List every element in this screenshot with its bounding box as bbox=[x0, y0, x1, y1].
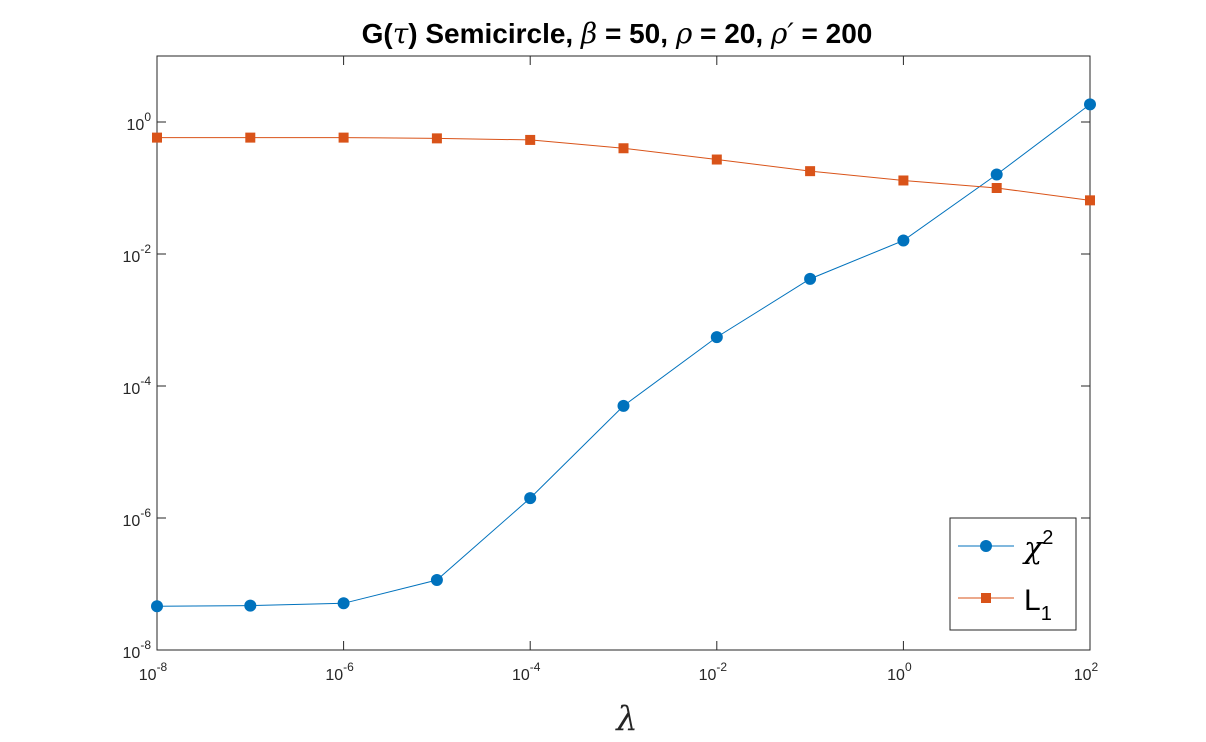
y-tick-exponent: -8 bbox=[140, 638, 151, 652]
data-point bbox=[618, 143, 629, 154]
y-tick-label: 10-6 bbox=[123, 506, 152, 530]
x-tick-exponent: -8 bbox=[157, 660, 168, 674]
data-point bbox=[337, 597, 350, 610]
title-mid: ) Semicircle, bbox=[408, 18, 581, 49]
y-tick-label: 10-2 bbox=[123, 242, 152, 266]
y-tick-label: 10-8 bbox=[123, 638, 152, 662]
x-tick-label: 100 bbox=[887, 660, 912, 684]
axis-ticks bbox=[156, 56, 1091, 651]
data-point bbox=[151, 600, 163, 613]
title-rho-prime: ρ′ bbox=[770, 17, 794, 50]
y-tick-base: 10 bbox=[123, 381, 141, 398]
data-point bbox=[710, 331, 723, 344]
legend-swatch-l1-marker bbox=[981, 593, 991, 603]
series-chi2 bbox=[151, 98, 1096, 613]
x-tick-exponent: -4 bbox=[530, 660, 541, 674]
x-tick-exponent: 2 bbox=[1092, 660, 1099, 674]
title-rho-value: = 20, bbox=[692, 18, 771, 49]
title-rho: ρ bbox=[675, 17, 693, 50]
data-point bbox=[244, 599, 257, 612]
x-tick-label: 10-4 bbox=[512, 660, 541, 684]
y-tick-base: 10 bbox=[127, 117, 145, 134]
y-tick-label: 10-4 bbox=[123, 374, 152, 398]
data-point bbox=[1084, 98, 1096, 111]
data-point bbox=[804, 272, 817, 285]
data-point bbox=[711, 154, 722, 165]
x-tick-label: 10-2 bbox=[699, 660, 728, 684]
legend-label-chi2: χ2 bbox=[1022, 527, 1053, 566]
x-tick-exponent: -6 bbox=[343, 660, 354, 674]
x-tick-base: 10 bbox=[1074, 667, 1092, 684]
data-point bbox=[1085, 195, 1095, 206]
x-tick-base: 10 bbox=[325, 667, 343, 684]
x-tick-base: 10 bbox=[887, 667, 905, 684]
x-tick-label: 102 bbox=[1074, 660, 1099, 684]
data-point bbox=[152, 132, 162, 143]
data-point bbox=[990, 168, 1003, 181]
data-point bbox=[525, 134, 536, 145]
title-beta-value: = 50, bbox=[597, 18, 676, 49]
y-tick-exponent: -2 bbox=[140, 242, 151, 256]
y-tick-exponent: -6 bbox=[140, 506, 151, 520]
legend-swatch-chi2-marker bbox=[980, 540, 992, 552]
x-axis-label: λ bbox=[614, 699, 638, 739]
chart-title: G(τ) Semicircle, β = 50, ρ = 20, ρ′ = 20… bbox=[362, 17, 873, 50]
data-point bbox=[897, 234, 910, 247]
plot-frame bbox=[156, 55, 1091, 651]
title-rho-prime-value: = 200 bbox=[794, 18, 873, 49]
y-tick-label: 100 bbox=[127, 110, 152, 134]
data-point bbox=[245, 132, 256, 143]
series-l1 bbox=[152, 132, 1095, 206]
x-tick-base: 10 bbox=[512, 667, 530, 684]
y-tick-base: 10 bbox=[123, 249, 141, 266]
legend: χ2 L1 bbox=[949, 517, 1077, 631]
x-tick-exponent: 0 bbox=[905, 660, 912, 674]
y-tick-base: 10 bbox=[123, 645, 141, 662]
legend-l-subscript: 1 bbox=[1041, 603, 1052, 625]
legend-chi-superscript: 2 bbox=[1042, 527, 1053, 549]
x-tick-label: 10-8 bbox=[139, 660, 168, 684]
legend-chi-symbol: χ bbox=[1022, 531, 1044, 566]
x-tick-base: 10 bbox=[139, 667, 157, 684]
x-tick-exponent: -2 bbox=[716, 660, 727, 674]
title-tau: τ bbox=[393, 17, 409, 50]
title-prefix: G( bbox=[362, 18, 394, 49]
data-point bbox=[898, 175, 909, 186]
title-beta: β bbox=[580, 17, 597, 50]
y-tick-base: 10 bbox=[123, 513, 141, 530]
data-point bbox=[524, 492, 537, 505]
legend-box bbox=[949, 517, 1077, 631]
data-point bbox=[617, 399, 630, 412]
data-point bbox=[431, 133, 442, 144]
axis-tick-labels: 10-8 10-6 10-4 10-2 100 10210-810-610-410-210… bbox=[123, 110, 1099, 684]
x-tick-label: 10-6 bbox=[325, 660, 354, 684]
data-point bbox=[991, 183, 1002, 193]
data-point bbox=[338, 132, 349, 143]
y-tick-exponent: 0 bbox=[144, 110, 151, 124]
x-tick-base: 10 bbox=[699, 667, 717, 684]
series-layer bbox=[151, 98, 1096, 613]
y-tick-exponent: -4 bbox=[140, 374, 151, 388]
legend-label-l1: L1 bbox=[1024, 584, 1052, 625]
legend-l-symbol: L bbox=[1024, 584, 1041, 617]
data-point bbox=[805, 166, 816, 177]
data-point bbox=[430, 573, 443, 586]
